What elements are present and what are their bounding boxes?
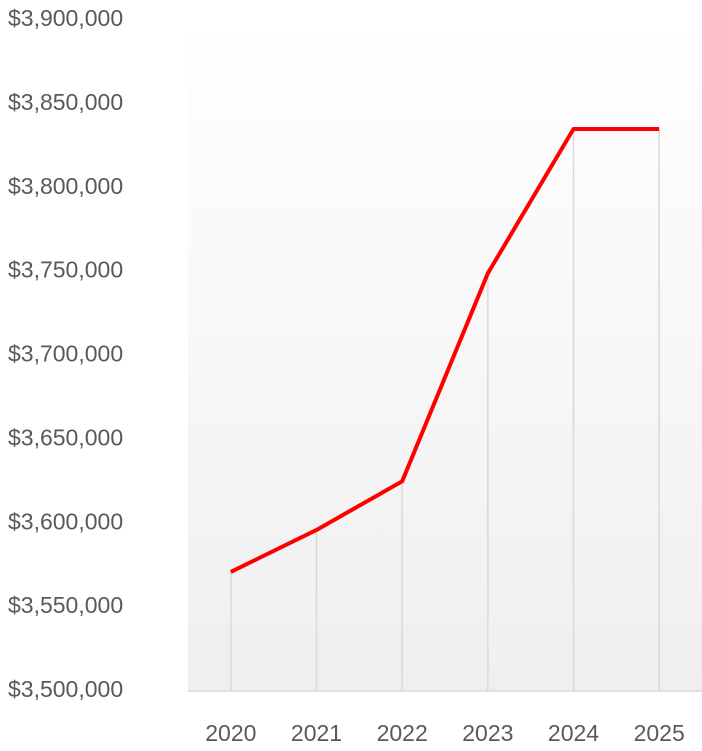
y-tick-label: $3,700,000 — [8, 341, 123, 367]
x-tick-label: 2022 — [377, 720, 428, 746]
y-tick-label: $3,800,000 — [8, 173, 123, 199]
x-tick-label: 2025 — [634, 720, 685, 746]
x-tick-label: 2024 — [548, 720, 599, 746]
y-tick-label: $3,650,000 — [8, 424, 123, 450]
y-tick-label: $3,550,000 — [8, 592, 123, 618]
x-tick-label: 2020 — [205, 720, 256, 746]
y-tick-label: $3,600,000 — [8, 508, 123, 534]
y-tick-label: $3,900,000 — [8, 5, 123, 31]
line-series — [229, 127, 660, 574]
x-tick-label: 2023 — [462, 720, 513, 746]
y-tick-label: $3,750,000 — [8, 257, 123, 283]
x-tick-label: 2021 — [291, 720, 342, 746]
plot-area — [188, 20, 702, 691]
y-tick-label: $3,850,000 — [8, 89, 123, 115]
y-tick-label: $3,500,000 — [8, 676, 123, 702]
